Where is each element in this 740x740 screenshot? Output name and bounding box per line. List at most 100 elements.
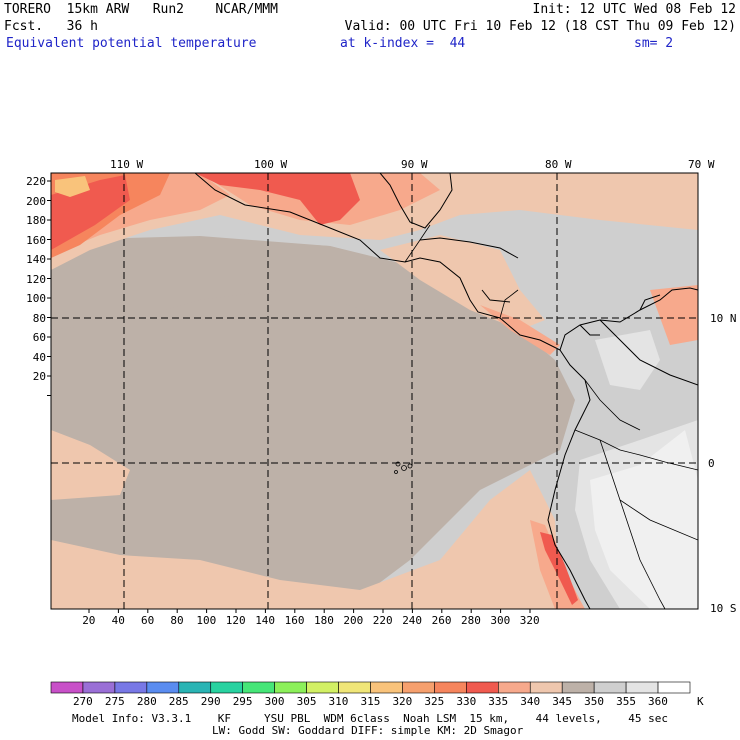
x-index-label: 300 bbox=[490, 614, 511, 627]
national-borders bbox=[404, 224, 698, 609]
lon-label-90w: 90 W bbox=[401, 158, 428, 171]
colorbar-unit: K bbox=[697, 695, 704, 708]
frame-ticks bbox=[47, 180, 531, 613]
colorbar-label: 280 bbox=[136, 695, 157, 708]
colorbar-swatch bbox=[625, 681, 659, 694]
physics-info: LW: Godd SW: Goddard DIFF: simple KM: 2D… bbox=[212, 724, 524, 737]
colorbar-label: 355 bbox=[616, 695, 636, 708]
field-name: Equivalent potential temperature bbox=[6, 36, 257, 51]
red-mexico bbox=[195, 173, 360, 225]
y-index-label: 200 bbox=[26, 194, 46, 208]
y-index-label: 20 bbox=[32, 370, 46, 383]
y-index-label: 100 bbox=[26, 292, 46, 305]
forecast-hour: Fcst. 36 h bbox=[4, 19, 98, 34]
colorbar-label: 315 bbox=[360, 695, 381, 708]
colorbar-label: 345 bbox=[552, 695, 573, 708]
x-index-label: 80 bbox=[170, 614, 184, 627]
y-index-label: 120 bbox=[26, 272, 46, 286]
x-index-label: 100 bbox=[196, 614, 217, 627]
x-index-label: 200 bbox=[343, 614, 364, 627]
colorbar-swatch bbox=[402, 681, 435, 694]
x-index-label: 140 bbox=[255, 614, 276, 627]
y-index-label: 220 bbox=[26, 175, 46, 188]
colorbar-swatch bbox=[50, 681, 84, 694]
peach-corner bbox=[55, 176, 90, 197]
colorbar-swatch bbox=[210, 681, 244, 694]
colorbar bbox=[50, 681, 691, 694]
light-gray-colombia bbox=[595, 330, 660, 390]
colorbar-label: 330 bbox=[456, 695, 477, 708]
colorbar-label: 295 bbox=[232, 695, 253, 708]
lon-label-80w: 80 W bbox=[545, 158, 572, 171]
colorbar-swatch bbox=[178, 681, 212, 694]
run-title: TORERO 15km ARW Run2 NCAR/MMM bbox=[4, 2, 278, 17]
y-index-label: 60 bbox=[32, 331, 46, 344]
tan-south bbox=[51, 430, 130, 500]
tan-sw bbox=[51, 470, 560, 609]
theta-e-field bbox=[51, 173, 698, 609]
x-index-label: 260 bbox=[431, 614, 452, 627]
salmon-caribbean bbox=[650, 285, 698, 345]
y-index-label: 140 bbox=[26, 253, 46, 266]
x-index-label: 180 bbox=[314, 614, 334, 627]
x-index-label: 40 bbox=[111, 614, 125, 627]
lon-label-100w: 100 W bbox=[254, 158, 288, 171]
colorbar-swatch bbox=[593, 681, 627, 694]
colorbar-label: 325 bbox=[424, 695, 445, 708]
colorbar-label: 340 bbox=[520, 695, 541, 708]
colorbar-swatch bbox=[114, 681, 148, 694]
x-index-label: 160 bbox=[284, 614, 305, 627]
colorbar-label: 320 bbox=[392, 695, 413, 708]
colorbar-label: 300 bbox=[264, 695, 285, 708]
lon-label-110w: 110 W bbox=[110, 158, 144, 171]
colorbar-label: 350 bbox=[584, 695, 605, 708]
x-index-label: 120 bbox=[225, 614, 246, 627]
lat-label-10n: 10 N bbox=[710, 312, 737, 325]
x-index-label: 220 bbox=[372, 614, 393, 627]
vertical-level: at k-index = 44 bbox=[340, 36, 466, 51]
colorbar-swatch bbox=[434, 681, 467, 694]
colorbar-swatch bbox=[370, 681, 403, 694]
colorbar-label: 310 bbox=[328, 695, 349, 708]
grid-lines bbox=[51, 173, 698, 609]
colorbar-swatch bbox=[529, 681, 563, 694]
lon-label-70w: 70 W bbox=[688, 158, 715, 171]
colorbar-swatch bbox=[338, 681, 371, 694]
colorbar-swatch bbox=[306, 681, 339, 694]
valid-time: Valid: 00 UTC Fri 10 Feb 12 (18 CST Thu … bbox=[344, 19, 736, 34]
map-frame bbox=[50, 172, 699, 610]
x-index-label: 20 bbox=[82, 614, 96, 627]
x-index-label: 240 bbox=[402, 614, 423, 627]
colorbar-swatch bbox=[497, 681, 531, 694]
lat-label-0: 0 bbox=[708, 457, 715, 470]
model-info: Model Info: V3.3.1 KF YSU PBL WDM 6class… bbox=[72, 712, 669, 725]
lat-label-10s: 10 S bbox=[710, 602, 737, 615]
red-peru bbox=[540, 532, 578, 605]
white-amazon bbox=[590, 430, 698, 609]
init-time: Init: 12 UTC Wed 08 Feb 12 bbox=[532, 2, 737, 17]
colorbar-label: 290 bbox=[200, 695, 221, 708]
x-index-label: 60 bbox=[141, 614, 155, 627]
band-350-355-north bbox=[51, 238, 480, 340]
colorbar-swatch bbox=[466, 681, 499, 694]
smoothing: sm= 2 bbox=[634, 36, 674, 51]
colorbar-swatch bbox=[274, 681, 307, 694]
colorbar-label: 305 bbox=[296, 695, 317, 708]
colorbar-label: 285 bbox=[168, 695, 189, 708]
colorbar-swatch bbox=[242, 681, 275, 694]
colorbar-swatch bbox=[561, 681, 595, 694]
y-index-label: 180 bbox=[26, 214, 46, 227]
colorbar-label: 360 bbox=[648, 695, 668, 708]
y-index-label: 160 bbox=[26, 233, 46, 247]
y-index-label: 80 bbox=[32, 311, 46, 325]
galapagos-islands bbox=[394, 461, 413, 474]
colorbar-label: 270 bbox=[72, 695, 93, 708]
x-index-label: 280 bbox=[461, 614, 481, 627]
y-index-label: 40 bbox=[32, 350, 46, 364]
colorbar-swatch bbox=[657, 681, 691, 694]
x-index-label: 320 bbox=[519, 614, 540, 627]
colorbar-label: 275 bbox=[104, 695, 125, 708]
colorbar-swatch bbox=[82, 681, 116, 694]
colorbar-swatch bbox=[146, 681, 180, 694]
